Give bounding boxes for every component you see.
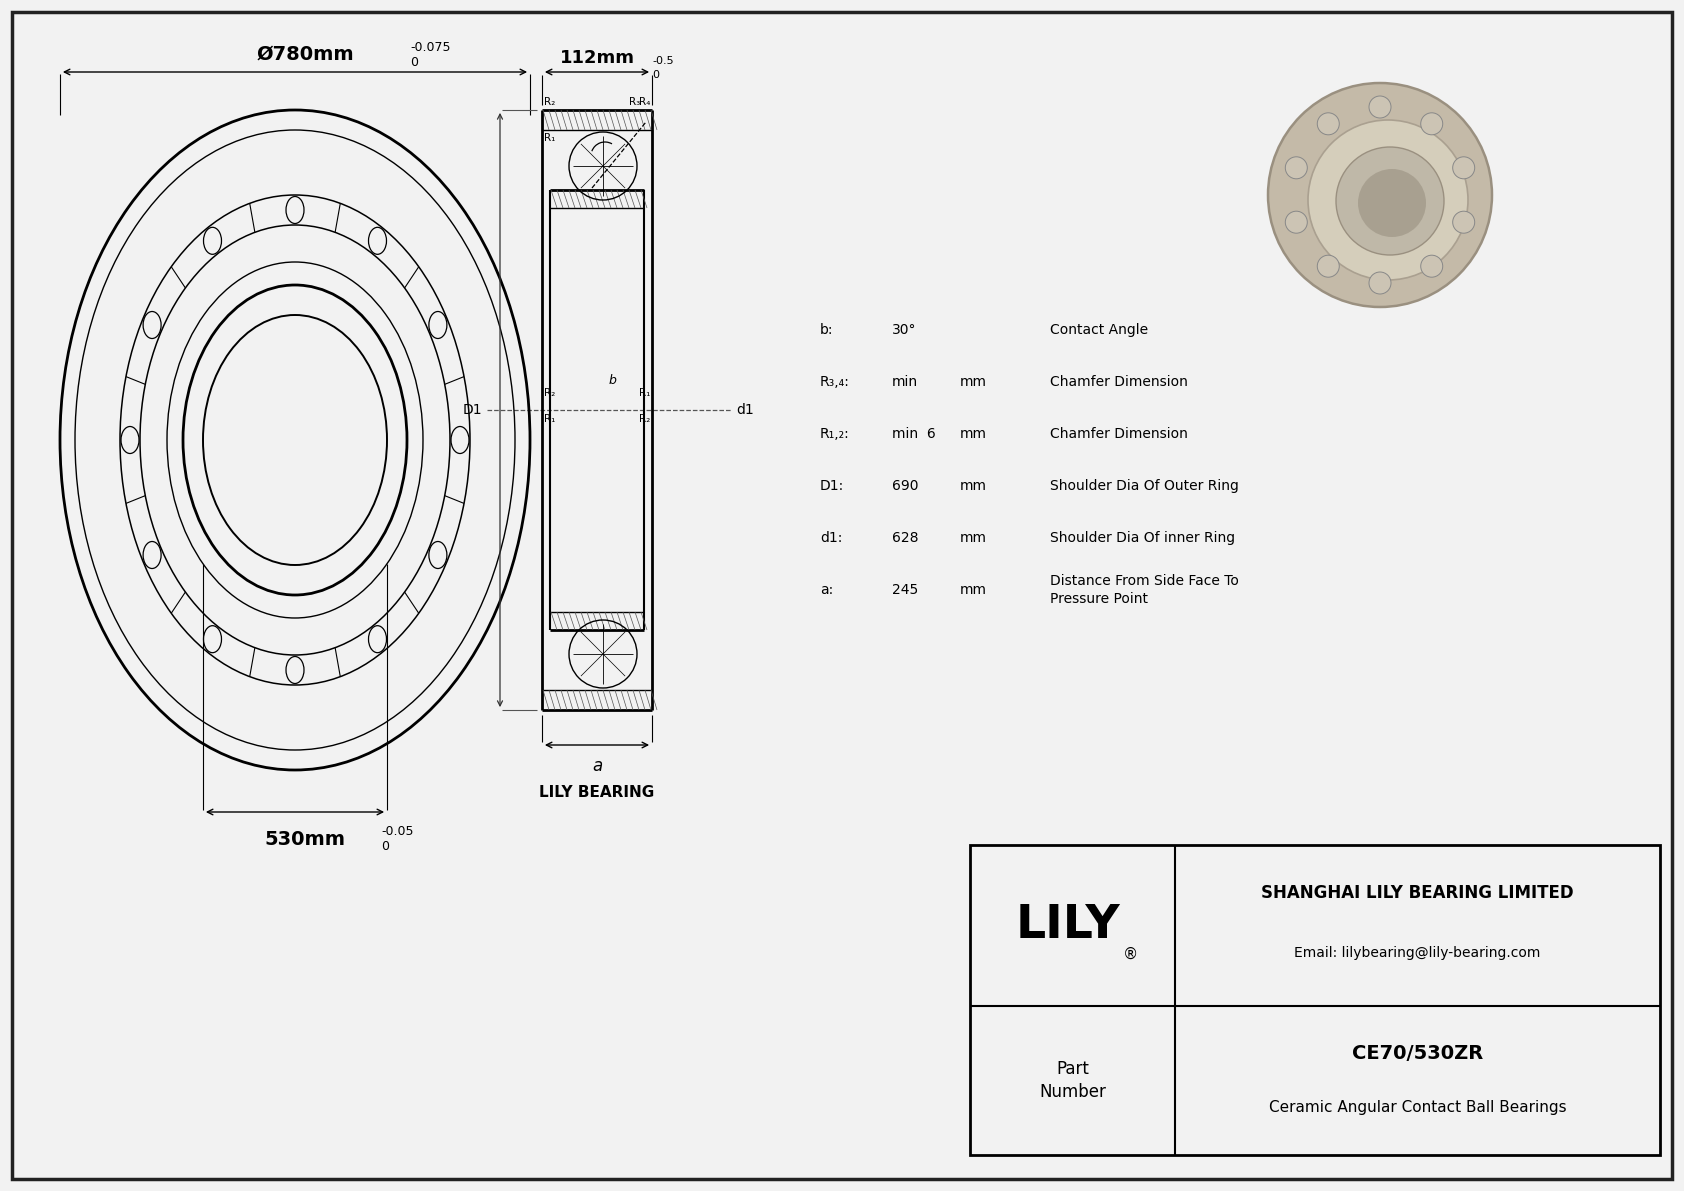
Text: b:: b: (820, 323, 834, 337)
Text: 112mm: 112mm (559, 49, 635, 67)
Circle shape (1369, 272, 1391, 294)
Text: 0: 0 (381, 840, 389, 853)
Ellipse shape (1335, 146, 1443, 255)
Circle shape (1453, 157, 1475, 179)
Text: LILY BEARING: LILY BEARING (539, 785, 655, 800)
Text: 628: 628 (893, 531, 918, 545)
Text: mm: mm (960, 531, 987, 545)
Text: CE70/530ZR: CE70/530ZR (1352, 1045, 1484, 1064)
Text: R₂: R₂ (544, 96, 556, 107)
Circle shape (1421, 255, 1443, 278)
Ellipse shape (1357, 169, 1426, 237)
Text: Chamfer Dimension: Chamfer Dimension (1051, 428, 1187, 441)
Circle shape (1285, 211, 1307, 233)
Text: 0: 0 (652, 70, 658, 80)
Text: Ceramic Angular Contact Ball Bearings: Ceramic Angular Contact Ball Bearings (1268, 1099, 1566, 1115)
Text: LILY: LILY (1015, 903, 1120, 948)
Text: R₂: R₂ (638, 414, 650, 424)
Circle shape (1317, 255, 1339, 278)
Text: 245: 245 (893, 584, 918, 597)
Ellipse shape (1268, 83, 1492, 307)
Text: D1:: D1: (820, 479, 844, 493)
Text: a: a (591, 757, 603, 775)
Text: R₁: R₁ (638, 388, 650, 398)
Text: a:: a: (820, 584, 834, 597)
Circle shape (1369, 96, 1391, 118)
Text: Distance From Side Face To: Distance From Side Face To (1051, 574, 1239, 588)
Text: R₃,₄:: R₃,₄: (820, 375, 850, 389)
Text: -0.5: -0.5 (652, 56, 674, 66)
Text: min  6: min 6 (893, 428, 936, 441)
Text: b: b (608, 374, 616, 387)
Text: -0.075: -0.075 (409, 40, 451, 54)
Text: R₃: R₃ (628, 96, 640, 107)
Circle shape (1285, 157, 1307, 179)
Text: Ø780mm: Ø780mm (256, 45, 354, 64)
Text: d1: d1 (736, 403, 754, 417)
Bar (970, 844, 1660, 1155)
Text: d1:: d1: (820, 531, 842, 545)
Text: Pressure Point: Pressure Point (1051, 592, 1148, 606)
Text: Shoulder Dia Of Outer Ring: Shoulder Dia Of Outer Ring (1051, 479, 1239, 493)
Text: D1: D1 (463, 403, 482, 417)
Text: Shoulder Dia Of inner Ring: Shoulder Dia Of inner Ring (1051, 531, 1234, 545)
Text: R₁: R₁ (544, 414, 556, 424)
Text: Email: lilybearing@lily-bearing.com: Email: lilybearing@lily-bearing.com (1295, 946, 1541, 960)
Text: -0.05: -0.05 (381, 825, 414, 838)
Text: Chamfer Dimension: Chamfer Dimension (1051, 375, 1187, 389)
Text: 530mm: 530mm (264, 830, 345, 849)
Text: 690: 690 (893, 479, 918, 493)
Text: R₁,₂:: R₁,₂: (820, 428, 850, 441)
Text: Contact Angle: Contact Angle (1051, 323, 1148, 337)
Text: mm: mm (960, 428, 987, 441)
Text: ®: ® (1123, 947, 1138, 962)
Circle shape (1453, 211, 1475, 233)
Ellipse shape (1308, 120, 1468, 280)
Text: 30°: 30° (893, 323, 916, 337)
Text: mm: mm (960, 584, 987, 597)
Circle shape (1421, 113, 1443, 135)
Text: R₄: R₄ (638, 96, 650, 107)
Text: R₁: R₁ (544, 133, 556, 143)
Text: mm: mm (960, 479, 987, 493)
Text: 0: 0 (409, 56, 418, 69)
Circle shape (1317, 113, 1339, 135)
Text: R₂: R₂ (544, 388, 556, 398)
Text: Part
Number: Part Number (1039, 1060, 1106, 1102)
Text: SHANGHAI LILY BEARING LIMITED: SHANGHAI LILY BEARING LIMITED (1261, 885, 1575, 903)
Text: mm: mm (960, 375, 987, 389)
Text: min: min (893, 375, 918, 389)
